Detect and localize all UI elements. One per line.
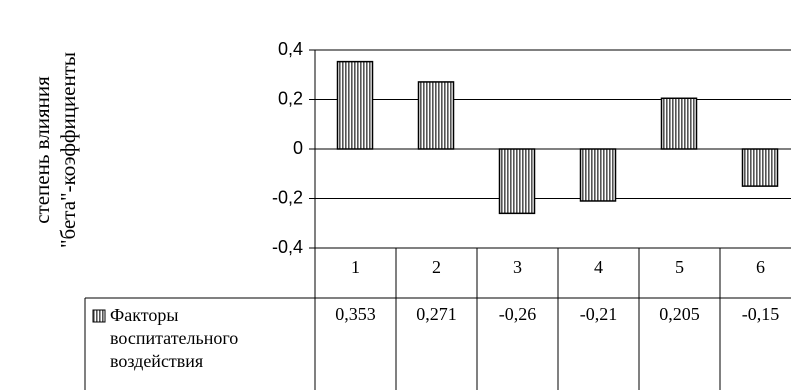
y-tick-label: 0 [293, 138, 303, 158]
x-tick-label: 1 [351, 257, 360, 277]
legend-label: Факторы воспитательного воздействия [110, 305, 239, 371]
legend-swatch [92, 309, 106, 323]
data-label: 0,271 [416, 304, 457, 324]
y-tick-label: -0,2 [272, 187, 303, 207]
y-tick-label: -0,4 [272, 237, 303, 257]
y-axis-title: "бета"-коэффициенты [56, 52, 80, 248]
bar [417, 81, 455, 150]
x-tick-label: 3 [513, 257, 522, 277]
y-tick-label: 0,4 [278, 39, 303, 59]
data-label: -0,15 [742, 304, 780, 324]
x-tick-label: 5 [675, 257, 684, 277]
data-label: -0,21 [580, 304, 618, 324]
bar [660, 97, 698, 150]
bar [498, 148, 536, 215]
data-label: 0,353 [335, 304, 376, 324]
y-axis-title: степень влияния [30, 76, 54, 224]
bar [336, 60, 374, 150]
data-label: -0,26 [499, 304, 537, 324]
x-tick-label: 2 [432, 257, 441, 277]
bar [741, 148, 779, 187]
x-tick-label: 4 [594, 257, 603, 277]
data-label: 0,205 [659, 304, 700, 324]
y-tick-label: 0,2 [278, 88, 303, 108]
x-tick-label: 6 [756, 257, 765, 277]
bar [579, 148, 617, 202]
